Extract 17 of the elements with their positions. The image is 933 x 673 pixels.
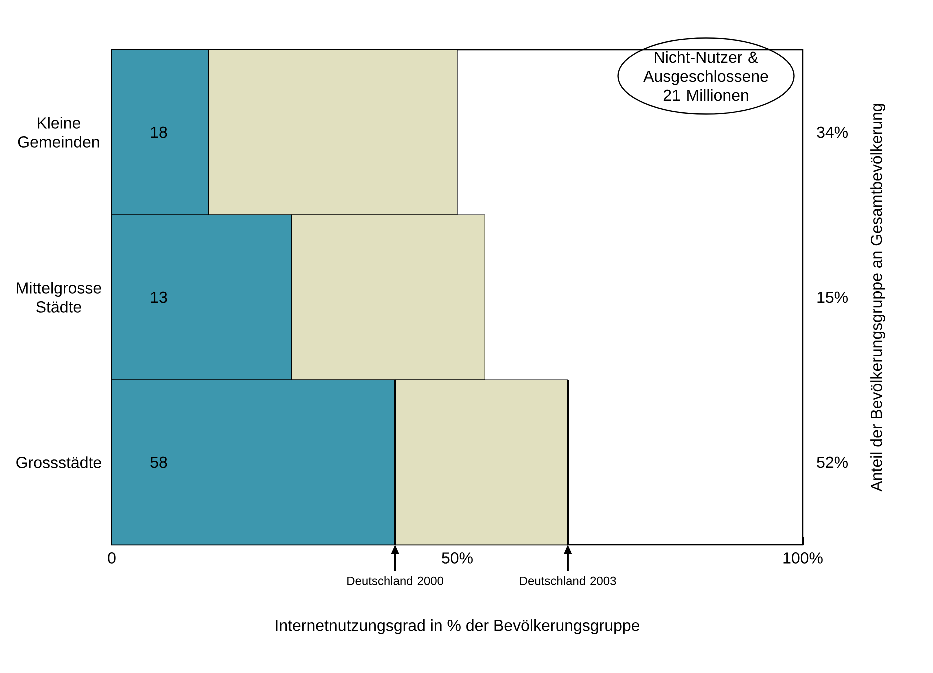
y-axis-title: Anteil der Bevölkerungsgruppe an Gesamtbevölkerung [870,104,886,492]
x-tick-label: 100% [784,552,823,564]
annotation: Nicht-Nutzer & Ausgeschlossene 21 Millionen [644,51,768,102]
ref-line-label: Deutschland 2003 [520,576,616,586]
ref-line-label: Deutschland 2000 [348,576,444,586]
x-tick-label: 50% [442,552,473,564]
text: 34% [817,126,848,138]
x-axis-title: Internetnutzungsgrad in % der Bevölkerungsgruppe [276,620,640,634]
y-tick-label: Grossstädte [16,456,102,468]
annotation: 58 [150,456,168,468]
x-tick-label: 0 [108,552,116,564]
y-tick-label: Kleine Gemeinden [18,117,100,148]
text: 52% [817,456,848,468]
y-tick-label: Mittelgrosse Städte [17,282,102,313]
text: 15% [818,292,848,304]
annotation: 18 [151,126,168,138]
annotation: 13 [151,292,168,304]
